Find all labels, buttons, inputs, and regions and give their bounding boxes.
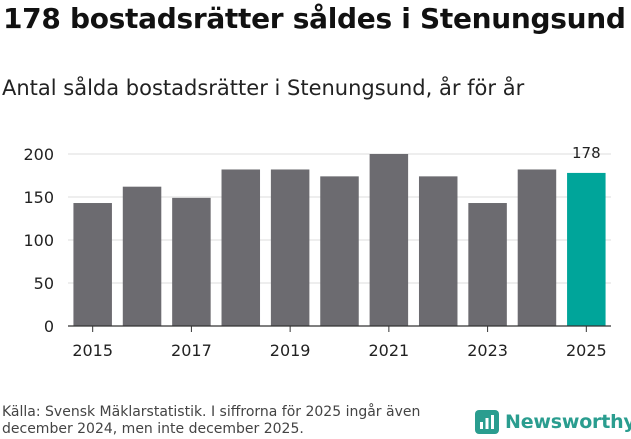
x-tick-label: 2015 [72,341,113,360]
chart-subtitle: Antal sålda bostadsrätter i Stenungsund,… [2,76,525,100]
bar-2015 [73,203,112,326]
bar-2024 [517,169,557,326]
y-tick-label: 200 [23,145,54,164]
x-tick-label: 2025 [566,341,607,360]
bar-2016 [122,186,162,326]
y-tick-label: 0 [44,317,54,336]
bar-2022 [418,176,458,326]
bar-2025 [567,172,606,326]
bar-2017 [172,197,211,326]
bar-2023 [468,203,507,326]
x-tick-label: 2017 [171,341,212,360]
y-tick-label: 50 [34,274,54,293]
data-label-highlight: 178 [572,144,601,162]
x-tick-label: 2019 [270,341,311,360]
bar-2018 [221,169,261,326]
y-tick-label: 100 [23,231,54,250]
newsworthy-logo-text: Newsworthy [505,411,631,433]
x-tick-label: 2021 [369,341,410,360]
source-note: Källa: Svensk Mäklarstatistik. I siffror… [2,404,421,437]
bar-2021 [369,154,409,326]
bar-2019 [270,169,310,326]
newsworthy-logo-icon [475,410,499,434]
bar-chart: 0 50 100 150 200 178 2015 2017 2019 2021 2023 2025 [23,144,611,360]
x-tick-label: 2023 [467,341,508,360]
bar-2020 [320,176,359,326]
chart-title: 178 bostadsrätter såldes i Stenungsund [3,2,626,35]
y-tick-label: 150 [23,188,54,207]
newsworthy-logo[interactable]: Newsworthy [475,408,631,436]
